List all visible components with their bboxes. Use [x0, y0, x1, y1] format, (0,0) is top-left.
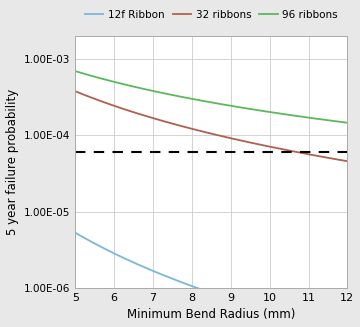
12f Ribbon	[74, 232, 78, 235]
12f Ribbon	[235, 300, 239, 303]
Y-axis label: 5 year failure probability: 5 year failure probability	[5, 89, 19, 235]
96 ribbons	[240, 106, 244, 110]
X-axis label: Minimum Bend Radius (mm): Minimum Bend Radius (mm)	[127, 308, 296, 321]
96 ribbons	[234, 105, 239, 109]
32 ribbons	[235, 138, 239, 142]
Line: 32 ribbons: 32 ribbons	[75, 91, 347, 161]
32 ribbons	[345, 159, 350, 163]
96 ribbons	[74, 69, 78, 73]
32 ribbons	[73, 89, 77, 93]
96 ribbons	[345, 121, 350, 125]
32 ribbons	[240, 139, 244, 143]
32 ribbons	[234, 138, 239, 142]
12f Ribbon	[320, 324, 324, 327]
12f Ribbon	[73, 231, 77, 235]
32 ribbons	[302, 151, 307, 155]
12f Ribbon	[240, 301, 244, 305]
96 ribbons	[235, 105, 239, 109]
32 ribbons	[74, 90, 78, 94]
Legend: 12f Ribbon, 32 ribbons, 96 ribbons: 12f Ribbon, 32 ribbons, 96 ribbons	[81, 6, 342, 24]
96 ribbons	[73, 69, 77, 73]
12f Ribbon	[302, 319, 307, 323]
96 ribbons	[320, 117, 324, 121]
96 ribbons	[302, 115, 307, 119]
12f Ribbon	[234, 299, 239, 303]
Line: 96 ribbons: 96 ribbons	[75, 71, 347, 123]
Line: 12f Ribbon: 12f Ribbon	[75, 233, 347, 327]
32 ribbons	[320, 155, 324, 159]
